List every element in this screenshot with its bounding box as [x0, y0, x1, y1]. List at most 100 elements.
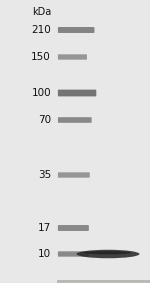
Bar [57, 281, 150, 282]
FancyBboxPatch shape [58, 54, 87, 60]
Bar [57, 281, 150, 282]
Bar [57, 280, 150, 282]
Bar [57, 281, 150, 283]
Bar [57, 281, 150, 283]
Bar [57, 280, 150, 282]
Bar [57, 281, 150, 282]
Bar [57, 281, 150, 282]
Bar [57, 282, 150, 283]
Bar [57, 281, 150, 282]
Bar [57, 280, 150, 282]
Bar [57, 281, 150, 283]
Bar [57, 281, 150, 283]
Bar [57, 281, 150, 282]
Bar [57, 281, 150, 282]
Bar [57, 281, 150, 282]
Bar [57, 282, 150, 283]
Bar [57, 280, 150, 282]
Bar [57, 281, 150, 282]
Bar [57, 280, 150, 282]
Bar [57, 280, 150, 282]
Bar [57, 281, 150, 282]
Bar [57, 280, 150, 282]
Bar [57, 281, 150, 282]
Bar [57, 281, 150, 282]
Bar [57, 281, 150, 282]
Bar [57, 281, 150, 282]
Ellipse shape [76, 250, 140, 258]
Bar [57, 281, 150, 282]
Bar [57, 280, 150, 282]
Bar [57, 280, 150, 282]
Bar [57, 281, 150, 283]
Bar [57, 281, 150, 282]
Bar [57, 282, 150, 283]
Bar [57, 281, 150, 282]
Bar [57, 281, 150, 282]
Text: 210: 210 [31, 25, 51, 35]
Bar [57, 280, 150, 282]
Bar [57, 281, 150, 283]
Bar [57, 280, 150, 282]
Bar [57, 280, 150, 282]
Bar [57, 281, 150, 283]
Bar [57, 280, 150, 282]
Bar [57, 281, 150, 283]
Bar [57, 281, 150, 282]
Bar [57, 280, 150, 282]
Bar [57, 281, 150, 282]
FancyBboxPatch shape [58, 251, 89, 257]
Bar [57, 281, 150, 283]
Bar [57, 280, 150, 282]
Bar [57, 281, 150, 282]
Bar [57, 281, 150, 282]
Bar [57, 281, 150, 282]
Text: 10: 10 [38, 249, 51, 259]
Bar [57, 281, 150, 282]
FancyBboxPatch shape [58, 117, 92, 123]
Bar [57, 281, 150, 283]
Text: 100: 100 [31, 88, 51, 98]
Bar [57, 281, 150, 282]
Bar [57, 281, 150, 283]
Bar [57, 282, 150, 283]
Bar [0, 0, 57, 283]
Bar [57, 281, 150, 282]
Bar [57, 281, 150, 283]
Bar [57, 281, 150, 283]
Bar [57, 281, 150, 283]
Bar [57, 281, 150, 282]
Bar [57, 280, 150, 282]
Bar [57, 281, 150, 283]
Bar [57, 281, 150, 282]
Bar [57, 281, 150, 282]
Bar [57, 280, 150, 282]
Bar [57, 280, 150, 282]
Bar [57, 281, 150, 282]
Bar [57, 280, 150, 282]
Bar [57, 281, 150, 282]
Bar [57, 281, 150, 283]
Bar [57, 281, 150, 282]
Bar [57, 281, 150, 283]
Bar [57, 282, 150, 283]
Bar [57, 280, 150, 282]
Bar [57, 281, 150, 282]
Bar [57, 281, 150, 282]
Bar [57, 280, 150, 282]
Bar [57, 280, 150, 282]
Bar [57, 280, 150, 282]
Bar [57, 280, 150, 282]
Bar [57, 281, 150, 283]
Bar [57, 280, 150, 282]
Bar [57, 280, 150, 282]
Bar [57, 281, 150, 282]
Bar [57, 281, 150, 282]
Bar [57, 280, 150, 282]
Bar [57, 282, 150, 283]
Bar [57, 280, 150, 282]
Bar [57, 281, 150, 282]
Bar [57, 281, 150, 282]
Bar [57, 281, 150, 283]
Bar [57, 281, 150, 283]
